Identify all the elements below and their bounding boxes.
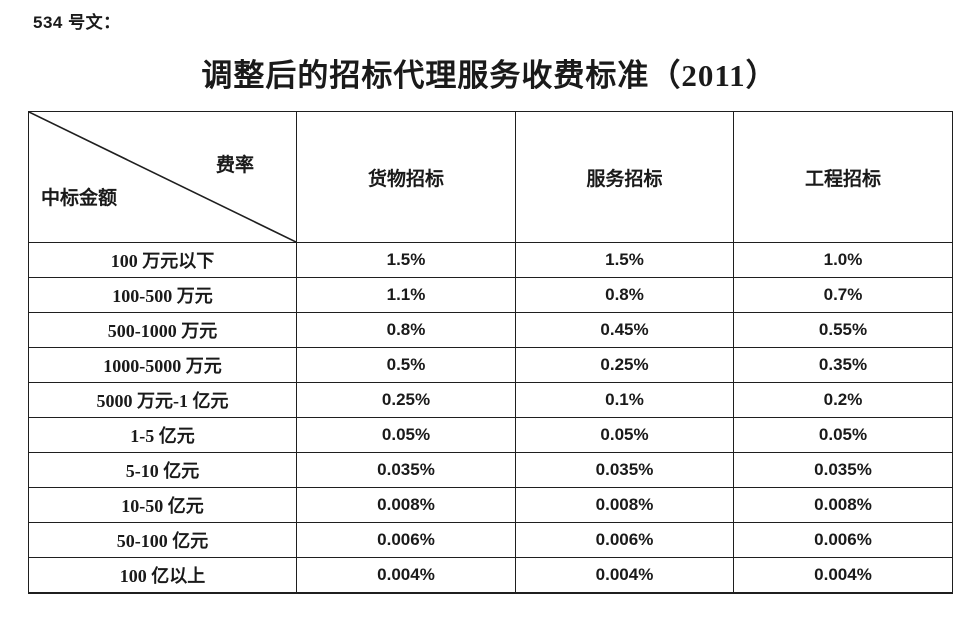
- page-title: 调整后的招标代理服务收费标准（2011）: [201, 58, 778, 93]
- row-label-bid-amount-range: 100-500 万元: [28, 277, 297, 313]
- corner-label-bid-amount: 中标金额: [41, 188, 118, 209]
- rate-value-cell: 0.25%: [515, 347, 734, 383]
- rate-value-cell: 0.45%: [515, 312, 734, 348]
- row-label-bid-amount-range: 500-1000 万元: [28, 312, 297, 348]
- rate-value-cell: 0.006%: [733, 522, 953, 558]
- rate-value-cell: 0.006%: [296, 522, 516, 558]
- row-label-bid-amount-range: 100 亿以上: [28, 557, 297, 594]
- rate-value-cell: 0.05%: [733, 417, 953, 453]
- rate-value-cell: 0.1%: [515, 382, 734, 418]
- rate-value-cell: 0.8%: [515, 277, 734, 313]
- rate-value-cell: 0.7%: [733, 277, 953, 313]
- table-row: 1000-5000 万元 0.5% 0.25% 0.35%: [28, 347, 953, 383]
- rate-value-cell: 1.5%: [515, 242, 734, 278]
- table-row: 100 亿以上 0.004% 0.004% 0.004%: [28, 557, 953, 594]
- rate-value-cell: 0.035%: [733, 452, 953, 488]
- rate-value-cell: 1.5%: [296, 242, 516, 278]
- rate-value-cell: 0.35%: [733, 347, 953, 383]
- rate-value-cell: 0.004%: [733, 557, 953, 594]
- diagonal-divider-line: [29, 112, 296, 242]
- fee-rate-table: 费率 中标金额 货物招标 服务招标 工程招标 100 万元以下 1.5% 1.5% 1…: [28, 111, 953, 594]
- row-label-bid-amount-range: 10-50 亿元: [28, 487, 297, 523]
- rate-value-cell: 0.035%: [515, 452, 734, 488]
- rate-value-cell: 0.5%: [296, 347, 516, 383]
- doc-ref-label: 534 号文：: [33, 13, 121, 32]
- fee-table-body: 100 万元以下 1.5% 1.5% 1.0% 100-500 万元 1.1% 0.8% 0.…: [28, 242, 953, 594]
- table-row: 10-50 亿元 0.008% 0.008% 0.008%: [28, 487, 953, 523]
- rate-value-cell: 1.0%: [733, 242, 953, 278]
- table-row: 5-10 亿元 0.035% 0.035% 0.035%: [28, 452, 953, 488]
- table-row: 50-100 亿元 0.006% 0.006% 0.006%: [28, 522, 953, 558]
- rate-value-cell: 0.55%: [733, 312, 953, 348]
- rate-value-cell: 0.2%: [733, 382, 953, 418]
- row-label-bid-amount-range: 1-5 亿元: [28, 417, 297, 453]
- header-row: 费率 中标金额 货物招标 服务招标 工程招标: [28, 111, 953, 243]
- rate-value-cell: 0.004%: [296, 557, 516, 594]
- rate-value-cell: 1.1%: [296, 277, 516, 313]
- row-label-bid-amount-range: 100 万元以下: [28, 242, 297, 278]
- rate-value-cell: 0.008%: [515, 487, 734, 523]
- table-row: 100-500 万元 1.1% 0.8% 0.7%: [28, 277, 953, 313]
- row-label-bid-amount-range: 50-100 亿元: [28, 522, 297, 558]
- table-row: 5000 万元-1 亿元 0.25% 0.1% 0.2%: [28, 382, 953, 418]
- rate-value-cell: 0.035%: [296, 452, 516, 488]
- rate-value-cell: 0.8%: [296, 312, 516, 348]
- column-header-goods: 货物招标: [296, 111, 516, 243]
- rate-value-cell: 0.004%: [515, 557, 734, 594]
- fee-table-header: 费率 中标金额 货物招标 服务招标 工程招标: [28, 111, 953, 243]
- rate-value-cell: 0.008%: [296, 487, 516, 523]
- table-row: 1-5 亿元 0.05% 0.05% 0.05%: [28, 417, 953, 453]
- column-header-services: 服务招标: [515, 111, 734, 243]
- diagonal-corner-cell: 费率 中标金额: [28, 111, 297, 243]
- rate-value-cell: 0.25%: [296, 382, 516, 418]
- rate-value-cell: 0.05%: [515, 417, 734, 453]
- row-label-bid-amount-range: 5-10 亿元: [28, 452, 297, 488]
- rate-value-cell: 0.008%: [733, 487, 953, 523]
- column-header-engineering: 工程招标: [733, 111, 953, 243]
- row-label-bid-amount-range: 5000 万元-1 亿元: [28, 382, 297, 418]
- rate-value-cell: 0.05%: [296, 417, 516, 453]
- rate-value-cell: 0.006%: [515, 522, 734, 558]
- corner-label-rate: 费率: [215, 155, 254, 176]
- table-row: 100 万元以下 1.5% 1.5% 1.0%: [28, 242, 953, 278]
- table-row: 500-1000 万元 0.8% 0.45% 0.55%: [28, 312, 953, 348]
- row-label-bid-amount-range: 1000-5000 万元: [28, 347, 297, 383]
